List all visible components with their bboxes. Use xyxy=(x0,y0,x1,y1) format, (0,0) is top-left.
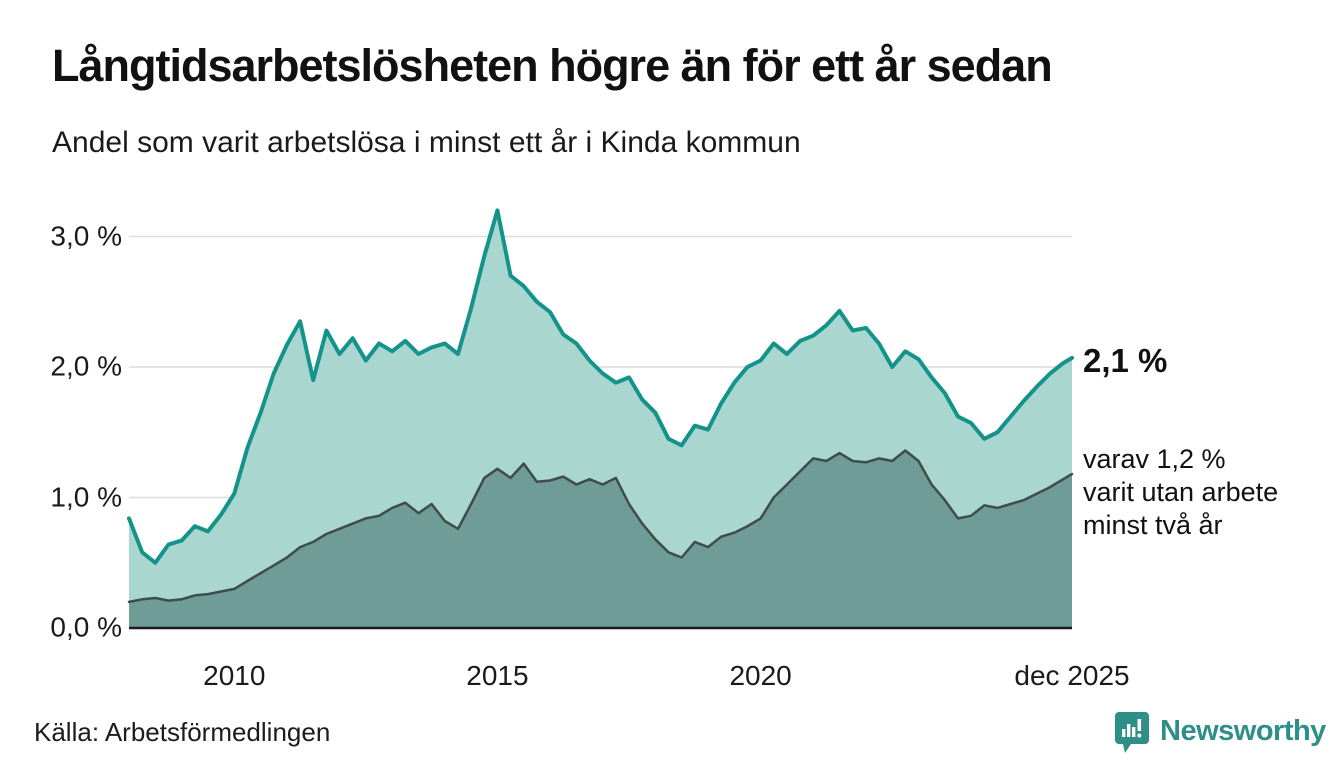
two-year-label-line1: varav 1,2 % xyxy=(1083,444,1226,474)
brand-name: Newsworthy xyxy=(1160,715,1326,747)
y-axis-label: 3,0 % xyxy=(50,219,122,251)
latest-value-label-total: 2,1 % xyxy=(1083,342,1168,379)
page-title: Långtidsarbetslösheten högre än för ett … xyxy=(52,40,1053,91)
source-note: Källa: Arbetsförmedlingen xyxy=(34,717,331,747)
x-axis-label: 2015 xyxy=(466,660,529,691)
total-series-line xyxy=(127,208,1074,565)
y-axis-label: 2,0 % xyxy=(50,350,122,382)
bar-chart-badge-icon xyxy=(1115,712,1149,753)
x-axis-label: 2010 xyxy=(203,660,266,691)
two-year-label-line3: minst två år xyxy=(1083,510,1223,540)
y-axis-label: 0,0 % xyxy=(50,611,122,643)
latest-value-label-two-year: varav 1,2 % varit utan arbete minst två … xyxy=(1083,443,1278,542)
two-year-series-area xyxy=(129,450,1072,628)
two-year-label-line2: varit utan arbete xyxy=(1083,477,1279,507)
y-axis-label: 1,0 % xyxy=(50,480,122,512)
x-axis-label: 2020 xyxy=(729,660,792,691)
two-year-series-line xyxy=(127,449,1074,604)
brand-logo: Newsworthy xyxy=(1114,710,1326,756)
x-axis-label: dec 2025 xyxy=(1014,660,1130,691)
page-subtitle: Andel som varit arbetslösa i minst ett å… xyxy=(52,126,801,159)
